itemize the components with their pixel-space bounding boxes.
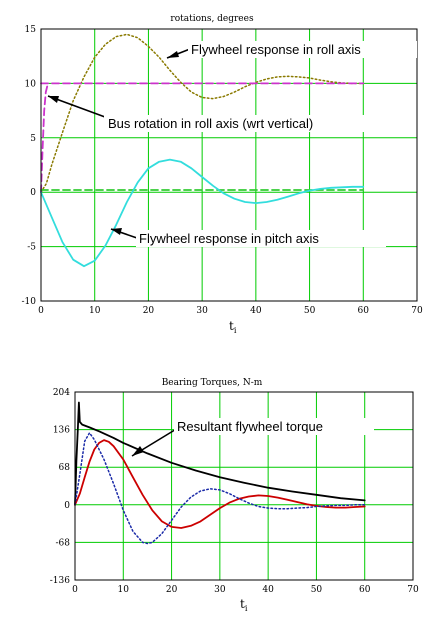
- y-tick-label: 136: [53, 426, 70, 436]
- y-tick-label: 10: [25, 79, 37, 89]
- series-group: [74, 401, 366, 545]
- annotation-arrowhead: [111, 228, 122, 235]
- x-tick-labels: 0 10 20 30 40 50 60 70: [72, 585, 419, 595]
- grid: [40, 28, 418, 302]
- x-axis-label-sub: i: [245, 604, 248, 613]
- x-tick-label: 70: [407, 585, 419, 595]
- annotation-flywheel-pitch: Flywheel response in pitch axis: [139, 231, 319, 246]
- annotation-arrowhead: [167, 51, 179, 58]
- y-tick-label: -136: [50, 576, 70, 586]
- x-tick-label: 30: [196, 306, 208, 316]
- plot-frame: [74, 391, 414, 581]
- y-tick-label: -10: [22, 297, 37, 307]
- annotation-arrowhead: [132, 446, 144, 456]
- x-tick-label: 50: [304, 306, 316, 316]
- x-axis-label: ti: [229, 319, 237, 335]
- y-tick-label: 0: [30, 188, 36, 198]
- annotation-box: [188, 41, 417, 58]
- y-tick-label: 5: [30, 134, 36, 144]
- series-line-flywheel-pitch: [40, 158, 365, 268]
- x-tick-label: 10: [118, 585, 130, 595]
- x-tick-label: 70: [411, 306, 423, 316]
- y-tick-label: -5: [27, 243, 36, 253]
- annotation-resultant: Resultant flywheel torque: [177, 419, 323, 434]
- y-tick-label: 204: [53, 388, 70, 398]
- x-tick-label: 60: [359, 585, 371, 595]
- series-line-resultant: [74, 401, 366, 506]
- chart-bearing-torques: Bearing Torques, N-m 204 136 68 0 -68 -136 0 1…: [50, 378, 419, 613]
- x-tick-labels: 0 10 20 30 40 50 60 70: [38, 306, 423, 316]
- series-line-red-torque: [74, 439, 366, 529]
- x-tick-label: 0: [38, 306, 44, 316]
- x-tick-label: 60: [358, 306, 370, 316]
- series-line-bus-rotation: [40, 82, 50, 194]
- x-tick-label: 30: [214, 585, 226, 595]
- y-tick-labels: 15 10 5 0 -5 -10: [22, 25, 37, 307]
- x-tick-label: 50: [311, 585, 323, 595]
- annotation-flywheel-roll: Flywheel response in roll axis: [191, 42, 361, 57]
- series-group: [40, 33, 365, 268]
- series-line-blue-torque: [74, 432, 366, 545]
- series-line-flywheel-roll: [40, 33, 365, 193]
- x-axis-label: ti: [240, 597, 248, 613]
- y-tick-label: 68: [59, 463, 71, 473]
- annotation-arrowhead: [48, 96, 59, 103]
- y-tick-label: 0: [64, 501, 70, 511]
- x-axis-label-sub: i: [234, 326, 237, 335]
- x-tick-label: 0: [72, 585, 78, 595]
- chart-title: Bearing Torques, N-m: [162, 378, 263, 388]
- x-axis-label-main: t: [240, 597, 245, 611]
- x-tick-label: 40: [262, 585, 274, 595]
- annotation-box: [104, 115, 390, 132]
- annotation-bus-rotation: Bus rotation in roll axis (wrt vertical): [108, 116, 313, 131]
- x-tick-label: 20: [143, 306, 155, 316]
- annotation-box: [136, 230, 386, 247]
- x-tick-label: 40: [250, 306, 262, 316]
- chart-title: rotations, degrees: [170, 14, 254, 24]
- x-axis-label-main: t: [229, 319, 234, 333]
- y-tick-label: 15: [25, 25, 37, 35]
- y-tick-labels: 204 136 68 0 -68 -136: [50, 388, 71, 586]
- x-tick-label: 20: [166, 585, 178, 595]
- annotation-box: [174, 418, 374, 435]
- x-tick-label: 10: [89, 306, 101, 316]
- plot-frame: [40, 28, 418, 302]
- y-tick-label: -68: [56, 538, 71, 548]
